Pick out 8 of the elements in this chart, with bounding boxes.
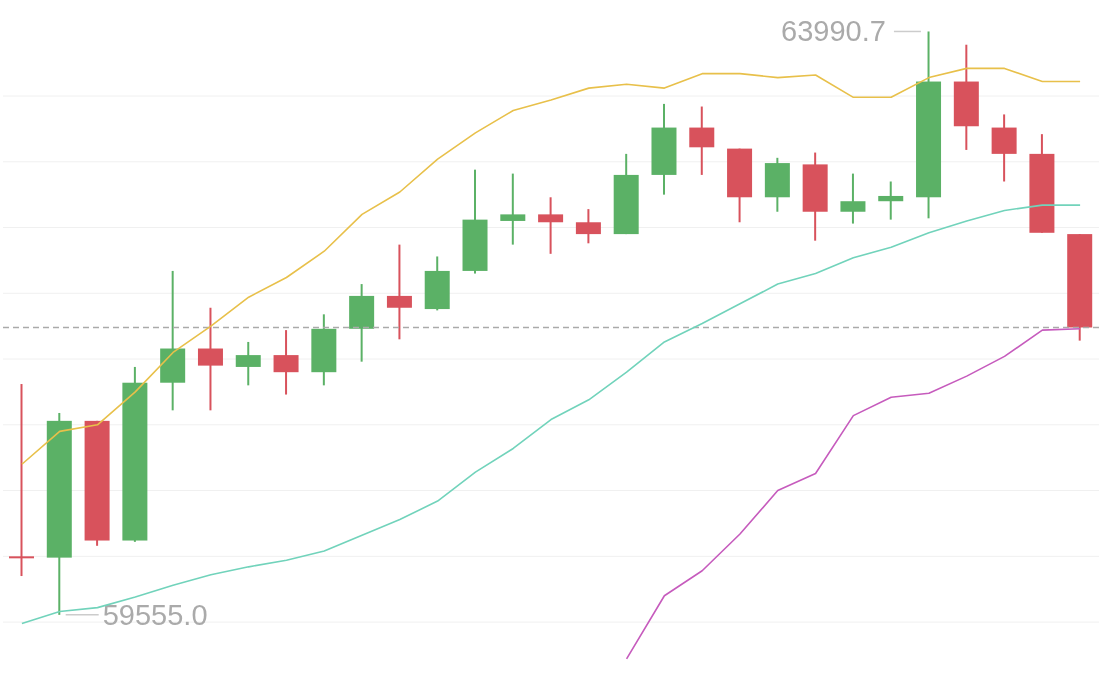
candlestick [538, 196, 564, 255]
candlestick [9, 383, 34, 578]
text: 59555.0 [102, 598, 208, 631]
candlestick [878, 180, 904, 221]
candlestick [386, 243, 412, 341]
candlestick [197, 306, 223, 412]
text: 63990.7 [781, 15, 886, 48]
candlestick [500, 172, 526, 246]
